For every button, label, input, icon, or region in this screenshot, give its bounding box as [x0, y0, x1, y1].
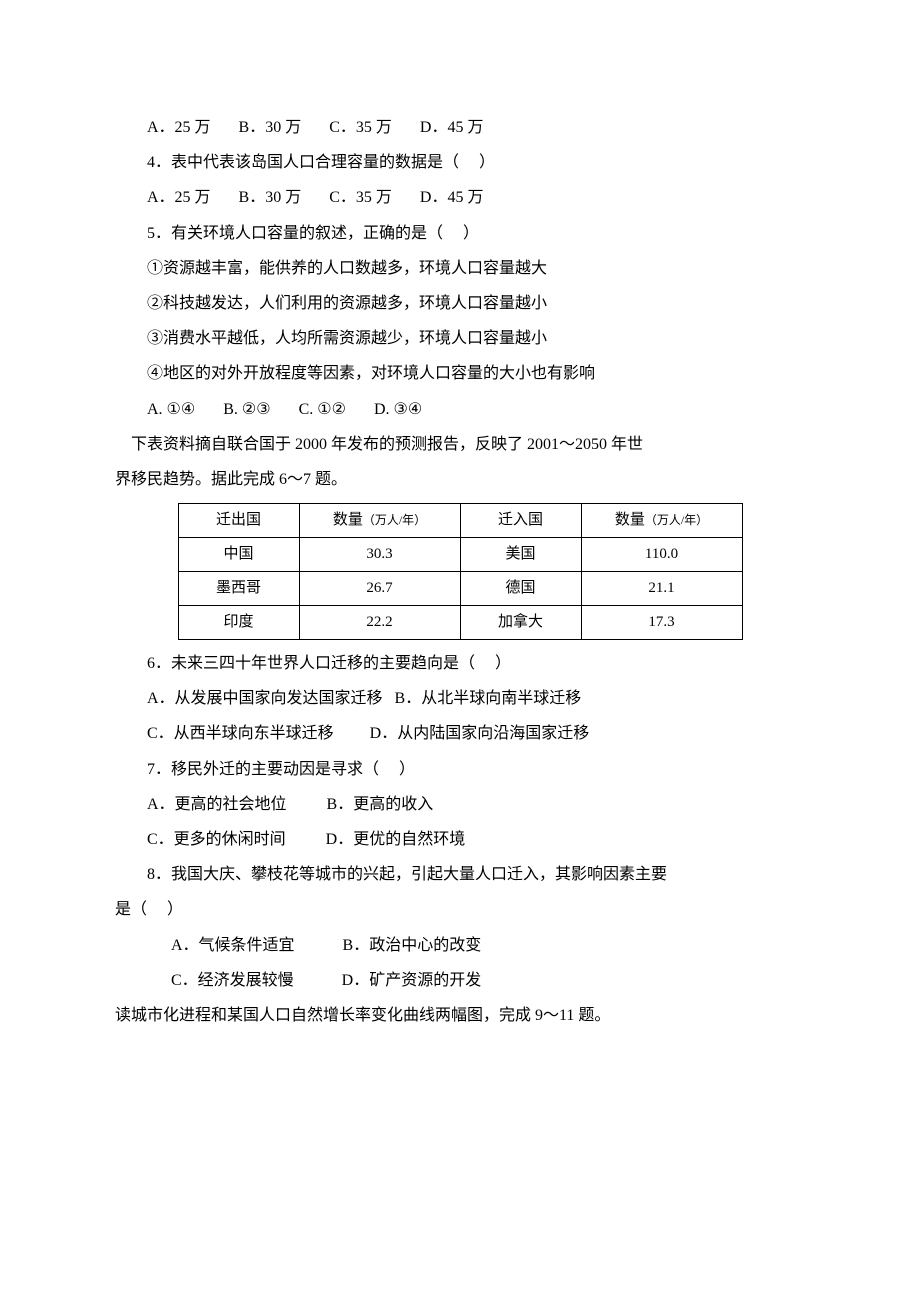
cell-out-qty: 26.7: [299, 572, 460, 606]
th-in-qty: 数量（万人/年）: [581, 504, 742, 538]
cell-out-country: 中国: [178, 538, 299, 572]
th-out-qty: 数量（万人/年）: [299, 504, 460, 538]
q7-options-ab: A．更高的社会地位 B．更高的收入: [115, 787, 805, 822]
migration-table: 迁出国 数量（万人/年） 迁入国 数量（万人/年） 中国 30.3 美国 110…: [178, 503, 743, 640]
cell-out-country: 墨西哥: [178, 572, 299, 606]
q8-stem-line2: 是（ ）: [115, 892, 805, 927]
table-row: 墨西哥 26.7 德国 21.1: [178, 572, 742, 606]
table-header-row: 迁出国 数量（万人/年） 迁入国 数量（万人/年）: [178, 504, 742, 538]
q3-options: A．25 万 B．30 万 C．35 万 D．45 万: [115, 110, 805, 145]
table-row: 印度 22.2 加拿大 17.3: [178, 606, 742, 640]
cell-in-qty: 17.3: [581, 606, 742, 640]
intro-9-11: 读城市化进程和某国人口自然增长率变化曲线两幅图，完成 9～11 题。: [115, 998, 805, 1033]
q5-statement-1: ①资源越丰富，能供养的人口数越多，环境人口容量越大: [115, 251, 805, 286]
cell-in-country: 加拿大: [460, 606, 581, 640]
q7-options-cd: C．更多的休闲时间 D．更优的自然环境: [115, 822, 805, 857]
cell-in-country: 美国: [460, 538, 581, 572]
cell-in-country: 德国: [460, 572, 581, 606]
intro-6-7-line2: 界移民趋势。据此完成 6～7 题。: [115, 462, 805, 497]
q4-stem: 4．表中代表该岛国人口合理容量的数据是（ ）: [115, 145, 805, 180]
q6-stem: 6．未来三四十年世界人口迁移的主要趋向是（ ）: [115, 646, 805, 681]
q7-stem: 7．移民外迁的主要动因是寻求（ ）: [115, 752, 805, 787]
q4-options: A．25 万 B．30 万 C．35 万 D．45 万: [115, 180, 805, 215]
cell-in-qty: 21.1: [581, 572, 742, 606]
q5-statement-2: ②科技越发达，人们利用的资源越多，环境人口容量越小: [115, 286, 805, 321]
q8-options-ab: A．气候条件适宜 B．政治中心的改变: [115, 928, 805, 963]
q6-options-cd: C．从西半球向东半球迁移 D．从内陆国家向沿海国家迁移: [115, 716, 805, 751]
th-in-country: 迁入国: [460, 504, 581, 538]
table-row: 中国 30.3 美国 110.0: [178, 538, 742, 572]
cell-out-country: 印度: [178, 606, 299, 640]
th-out-country: 迁出国: [178, 504, 299, 538]
q5-stem: 5．有关环境人口容量的叙述，正确的是（ ）: [115, 216, 805, 251]
q5-options: A. ①④ B. ②③ C. ①② D. ③④: [115, 392, 805, 427]
cell-in-qty: 110.0: [581, 538, 742, 572]
q5-statement-3: ③消费水平越低，人均所需资源越少，环境人口容量越小: [115, 321, 805, 356]
cell-out-qty: 22.2: [299, 606, 460, 640]
q6-options-ab: A．从发展中国家向发达国家迁移 B．从北半球向南半球迁移: [115, 681, 805, 716]
cell-out-qty: 30.3: [299, 538, 460, 572]
q8-stem-line1: 8．我国大庆、攀枝花等城市的兴起，引起大量人口迁入，其影响因素主要: [115, 857, 805, 892]
q5-statement-4: ④地区的对外开放程度等因素，对环境人口容量的大小也有影响: [115, 356, 805, 391]
intro-6-7-line1: 下表资料摘自联合国于 2000 年发布的预测报告，反映了 2001～2050 年…: [115, 427, 805, 462]
q8-options-cd: C．经济发展较慢 D．矿产资源的开发: [115, 963, 805, 998]
